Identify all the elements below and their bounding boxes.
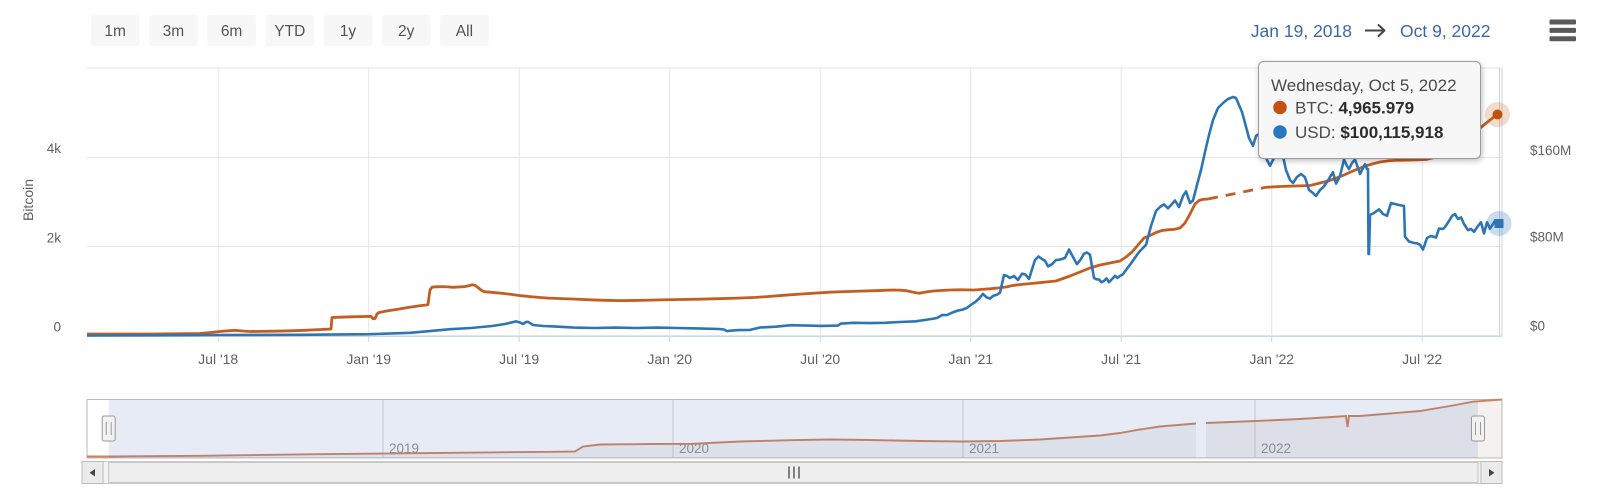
svg-text:Oct 9, 2022: Oct 9, 2022 [1400,21,1490,41]
svg-text:Jan '20: Jan '20 [647,351,692,367]
svg-text:Jul '20: Jul '20 [800,351,840,367]
svg-text:BTC: 4,965.979: BTC: 4,965.979 [1295,99,1414,118]
svg-text:All: All [456,23,473,40]
svg-text:0: 0 [53,320,61,335]
svg-text:Jan 19, 2018: Jan 19, 2018 [1251,21,1352,41]
svg-text:2022: 2022 [1261,441,1291,456]
svg-text:1y: 1y [340,23,357,40]
svg-text:2k: 2k [47,231,62,246]
svg-text:Jul '21: Jul '21 [1101,351,1141,367]
svg-text:1m: 1m [104,23,126,40]
svg-text:USD: $100,115,918: USD: $100,115,918 [1295,123,1443,142]
svg-text:3m: 3m [163,23,185,40]
svg-text:Jan '21: Jan '21 [948,351,993,367]
svg-text:Jul '19: Jul '19 [499,351,539,367]
svg-text:6m: 6m [221,23,243,40]
svg-text:$80M: $80M [1530,230,1564,245]
svg-text:$160M: $160M [1530,143,1571,158]
svg-text:Bitcoin: Bitcoin [20,179,36,221]
svg-text:2021: 2021 [969,441,999,456]
svg-text:YTD: YTD [274,23,305,40]
svg-text:Jul '22: Jul '22 [1402,351,1442,367]
svg-text:Jul '18: Jul '18 [198,351,238,367]
svg-text:4k: 4k [47,141,62,156]
svg-text:Jan '22: Jan '22 [1249,351,1294,367]
svg-text:2019: 2019 [389,441,419,456]
svg-text:Wednesday, Oct 5, 2022: Wednesday, Oct 5, 2022 [1271,76,1457,95]
svg-text:$0: $0 [1530,319,1545,334]
svg-text:2y: 2y [398,23,415,40]
svg-text:Jan '19: Jan '19 [346,351,391,367]
